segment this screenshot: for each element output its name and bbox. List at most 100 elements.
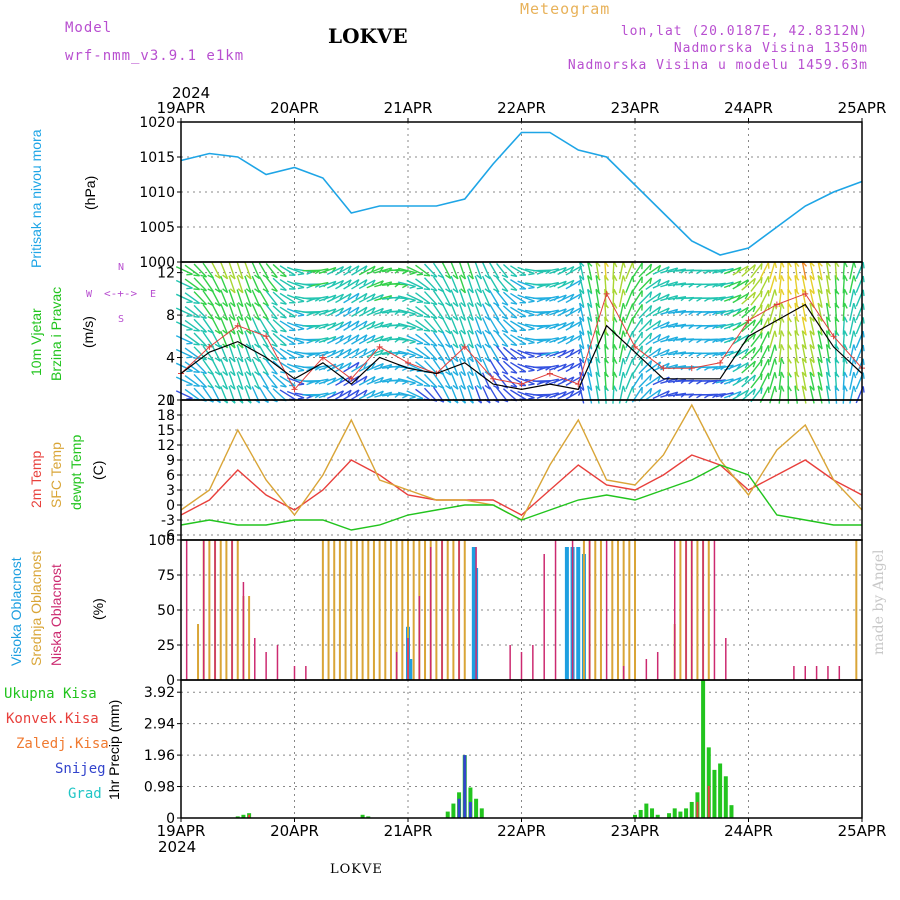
wind-arrow — [258, 317, 269, 334]
wind-arrow — [631, 262, 643, 279]
wind-arrow-head — [649, 332, 653, 340]
wind-arrow — [834, 275, 838, 294]
wind-arrow — [406, 376, 424, 386]
wind-arrow — [397, 281, 416, 288]
wind-arrow — [540, 350, 559, 356]
wind-arrow-head — [200, 343, 207, 347]
wind-arrow-head — [476, 288, 482, 294]
wind-arrow — [595, 261, 600, 280]
y-tick-label: 0 — [166, 811, 175, 827]
wind-arrow-head — [484, 343, 491, 349]
wind-arrow — [326, 390, 344, 400]
wind-arrow — [220, 330, 229, 349]
wind-arrow — [366, 362, 384, 372]
wind-arrow — [631, 303, 643, 320]
temp2m-line — [180, 454, 863, 516]
wind-arrow — [335, 375, 352, 386]
wind-arrow — [723, 390, 742, 399]
y-tick-label: 0.98 — [144, 780, 175, 796]
wind-arrow — [586, 316, 593, 335]
wind-arrow-head — [409, 299, 416, 303]
y-tick-label: 25 — [157, 638, 175, 654]
wind-arrow — [450, 330, 459, 349]
wind-arrow-head — [237, 384, 244, 390]
wind-arrow-head — [280, 315, 287, 319]
wind-arrow — [557, 307, 575, 317]
y-tick-label: 75 — [157, 568, 175, 584]
wind-arrow-head — [657, 389, 662, 396]
wind-arrow — [715, 364, 734, 370]
wind-arrow — [481, 372, 491, 390]
wind-arrow-head — [452, 384, 459, 390]
wind-arrow-head — [186, 383, 193, 386]
wind-arrow — [441, 275, 452, 293]
wind-arrow-head — [271, 274, 278, 279]
wind-arrow — [741, 305, 756, 319]
wind-arrow-head — [371, 334, 376, 341]
wind-arrow — [549, 363, 567, 371]
wind-arrow — [618, 261, 624, 280]
wind-arrow — [458, 358, 467, 376]
wind-arrow-head — [853, 385, 857, 393]
wind-arrow — [335, 279, 352, 290]
wind-arrow-head — [493, 384, 500, 390]
wind-arrow — [358, 320, 376, 331]
wind-arrow-head — [371, 348, 376, 355]
wind-arrow — [458, 316, 467, 335]
wind-arrow — [193, 263, 208, 278]
wind-arrow — [578, 330, 585, 349]
wind-arrow-head — [371, 376, 376, 383]
wind-arrow — [244, 330, 252, 349]
y-tick-label: 9 — [166, 453, 175, 469]
wind-arrow-head — [280, 288, 287, 292]
wind-arrow — [175, 348, 193, 358]
wind-arrow-head — [409, 327, 416, 331]
wind-arrow — [809, 289, 815, 308]
wind-arrow — [318, 377, 337, 385]
wind-arrow-head — [200, 274, 207, 278]
wind-arrow — [279, 361, 296, 373]
wind-arrow — [366, 280, 384, 289]
wind-arrow — [389, 283, 408, 286]
wind-arrow — [265, 276, 278, 292]
y-tick-label: 15 — [157, 423, 175, 439]
wind-arrow-head — [445, 288, 452, 293]
wind-arrow-head — [862, 386, 865, 393]
wind-arrow-head — [752, 319, 756, 326]
wind-arrow-head — [657, 306, 662, 313]
wind-arrow — [540, 281, 559, 287]
wind-arrow-head — [801, 357, 808, 364]
wind-arrow — [645, 292, 661, 304]
elevation-text: Nadmorska Visina 1350m — [673, 41, 868, 56]
wind-arrow — [741, 388, 756, 402]
wind-arrow — [778, 302, 783, 321]
wind-arrow — [625, 344, 634, 362]
wind-arrow-head — [484, 315, 491, 321]
wind-arrow-head — [452, 343, 459, 349]
wind-arrow-head — [853, 371, 857, 379]
wind-arrow-head — [355, 265, 360, 272]
wind-arrow-head — [510, 343, 518, 347]
wind-arrow — [557, 265, 575, 276]
wind-arrow-head — [649, 346, 653, 354]
y-tick-label: 18 — [157, 408, 175, 424]
wind-arrow — [441, 303, 452, 321]
wind-arrow — [481, 275, 491, 293]
wind-arrow — [715, 336, 734, 343]
wind-arrow-head — [445, 302, 452, 307]
wind-arrow — [406, 307, 424, 317]
wind-arrow — [502, 263, 518, 278]
wind-arrow — [450, 289, 459, 307]
wind-arrow — [849, 302, 855, 321]
wind-arrow — [193, 373, 208, 388]
wind-arrow — [732, 306, 749, 318]
wind-arrow — [374, 377, 392, 384]
wind-arrow — [415, 264, 431, 277]
wind-arrow-head — [254, 288, 260, 294]
wind-arrow-head — [801, 316, 808, 323]
wind-arrow — [441, 344, 452, 362]
wind-arrow-head — [409, 313, 416, 317]
y-tick-label: 50 — [157, 603, 175, 619]
wind-arrow-head — [862, 344, 865, 352]
wind-arrow — [244, 372, 252, 390]
